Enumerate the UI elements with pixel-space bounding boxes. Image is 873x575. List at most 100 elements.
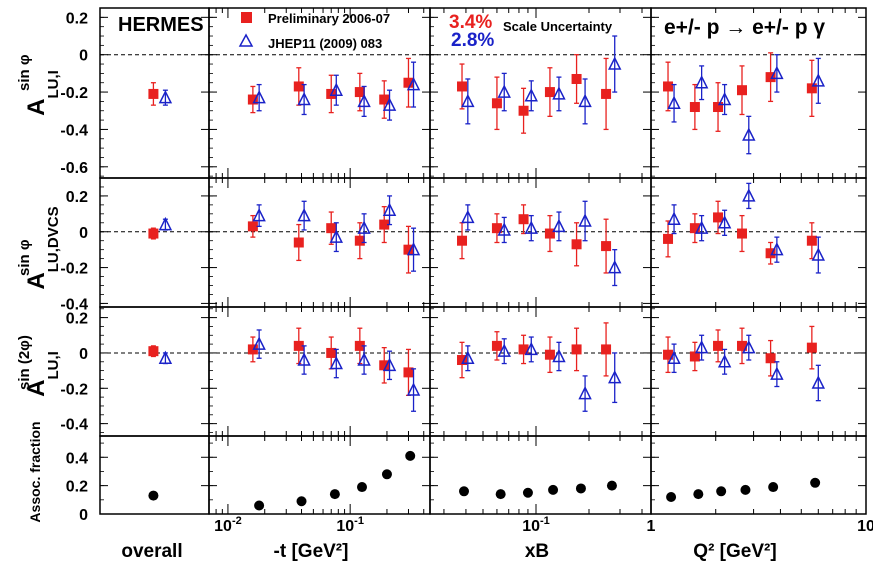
- point-blue-triangle-r2: [297, 207, 311, 222]
- point-blue-triangle-r1: [717, 91, 732, 106]
- point-red-square-r2: [403, 244, 414, 255]
- point-red-square-r3: [403, 367, 414, 378]
- point-blue-triangle-r2: [252, 207, 266, 222]
- point-red-square-r2: [457, 235, 468, 246]
- reaction-label: e+/- p → e+/- p γ: [664, 16, 825, 39]
- point-black-circle-r4: [548, 484, 559, 495]
- y-tick-label: -0.4: [60, 122, 88, 139]
- point-blue-triangle-r3: [524, 341, 538, 356]
- x-tick-label: 10: [857, 518, 873, 535]
- y-tick-label: 0.4: [66, 450, 88, 467]
- point-blue-triangle-r1: [329, 82, 343, 96]
- x-tick-label: 10-2: [214, 515, 242, 535]
- point-red-square-r2: [601, 241, 612, 252]
- point-red-square-r2: [326, 223, 337, 234]
- point-red-square-r2: [491, 223, 502, 234]
- point-red-square-r2: [293, 237, 304, 248]
- x-tick-label: 1: [647, 518, 656, 535]
- point-red-square-r2: [689, 223, 700, 234]
- point-blue-triangle-r2: [552, 218, 566, 233]
- point-black-circle-r4: [768, 482, 779, 493]
- y-tick-label: -0.4: [60, 296, 88, 313]
- row-label-4: Assoc. fraction: [27, 421, 43, 522]
- point-blue-triangle-r1: [552, 86, 566, 100]
- point-blue-triangle-r3: [578, 385, 592, 400]
- point-red-square-r1: [601, 88, 612, 99]
- experiment-label: HERMES: [118, 14, 204, 36]
- point-red-square-r3: [806, 342, 817, 353]
- point-red-square-r1: [518, 105, 529, 116]
- panel-frame-r4-t: [208, 435, 431, 515]
- point-black-circle-r4: [329, 489, 340, 500]
- point-blue-triangle-r3: [497, 343, 511, 357]
- panel-frame-r3-Q2: [650, 306, 867, 437]
- point-blue-triangle-r1: [811, 73, 826, 87]
- point-black-circle-r4: [522, 487, 533, 498]
- y-tick-label: 0.2: [66, 10, 88, 27]
- point-blue-triangle-r3: [382, 357, 397, 372]
- point-blue-triangle-r1: [578, 93, 592, 108]
- point-red-square-r3: [491, 340, 502, 351]
- panel-frame-r3-t: [208, 306, 431, 437]
- panel-frame-r4-xB: [429, 435, 652, 515]
- legend-blue-triangle-icon: [238, 33, 254, 47]
- point-blue-triangle-r2: [811, 247, 826, 261]
- point-red-square-r3: [379, 360, 390, 371]
- point-blue-triangle-r2: [406, 241, 421, 256]
- point-blue-triangle-r3: [608, 370, 622, 384]
- point-red-square-r2: [247, 221, 258, 232]
- point-red-square-r2: [354, 235, 365, 246]
- point-red-square-r2: [379, 219, 390, 230]
- point-black-circle-r4: [666, 491, 677, 502]
- svg-text:Assoc. fraction: Assoc. fraction: [27, 421, 43, 522]
- point-blue-triangle-r2: [694, 220, 709, 234]
- panel-frame-r2-t: [208, 177, 431, 308]
- svg-text:ALU,I: ALU,I: [23, 351, 62, 397]
- panel-frame-r1-t: [208, 7, 431, 179]
- point-black-circle-r4: [148, 490, 159, 501]
- svg-text:ALU,I: ALU,I: [23, 70, 62, 116]
- y-tick-label: -0.6: [60, 160, 88, 177]
- point-red-square-r3: [689, 351, 700, 362]
- point-red-square-r2: [713, 212, 724, 223]
- point-red-square-r3: [713, 340, 724, 351]
- point-blue-triangle-r1: [297, 91, 311, 106]
- column-label-q2: Q² [GeV²]: [693, 541, 776, 562]
- point-blue-triangle-r2: [158, 216, 173, 231]
- point-red-square-r1: [379, 94, 390, 105]
- axis-ticks: 0.20-0.2-0.4-0.60.20-0.2-0.40.20-0.2-0.4…: [60, 7, 873, 535]
- legend-label-preliminary: Preliminary 2006-07: [268, 11, 390, 26]
- point-red-square-r1: [247, 94, 258, 105]
- point-blue-triangle-r2: [667, 211, 681, 225]
- legend-red-square-icon: [241, 12, 252, 23]
- scale-uncertainty-label: Scale Uncertainty: [503, 19, 613, 34]
- data-markers: [148, 35, 826, 511]
- y-tick-label: 0: [79, 507, 88, 524]
- point-black-circle-r4: [716, 486, 727, 497]
- scale-uncertainty-red: 3.4%: [449, 12, 492, 33]
- point-blue-triangle-r2: [608, 259, 622, 274]
- point-blue-triangle-r1: [694, 75, 709, 89]
- column-label-overall: overall: [121, 541, 182, 562]
- column-label-t: -t [GeV²]: [274, 541, 349, 562]
- point-red-square-r2: [148, 228, 159, 239]
- panel-frame-r4-overall: [99, 435, 210, 515]
- point-red-square-r2: [571, 239, 582, 250]
- point-blue-triangle-r3: [742, 339, 756, 354]
- point-blue-triangle-r3: [357, 352, 371, 366]
- y-tick-label: 0.2: [66, 189, 88, 206]
- panel-frame-r3-xB: [429, 306, 652, 437]
- panel-frame-r2-overall: [99, 177, 210, 308]
- point-red-square-r3: [148, 346, 159, 357]
- point-blue-triangle-r3: [770, 366, 784, 380]
- point-red-square-r1: [491, 98, 502, 109]
- point-black-circle-r4: [296, 496, 307, 507]
- point-blue-triangle-r2: [497, 222, 511, 236]
- point-blue-triangle-r1: [461, 93, 475, 108]
- point-red-square-r1: [544, 87, 555, 98]
- point-blue-triangle-r1: [357, 93, 371, 108]
- point-blue-triangle-r1: [667, 95, 681, 110]
- svg-text:sin φ: sin φ: [16, 239, 33, 276]
- point-blue-triangle-r2: [578, 213, 592, 227]
- point-red-square-r3: [518, 344, 529, 355]
